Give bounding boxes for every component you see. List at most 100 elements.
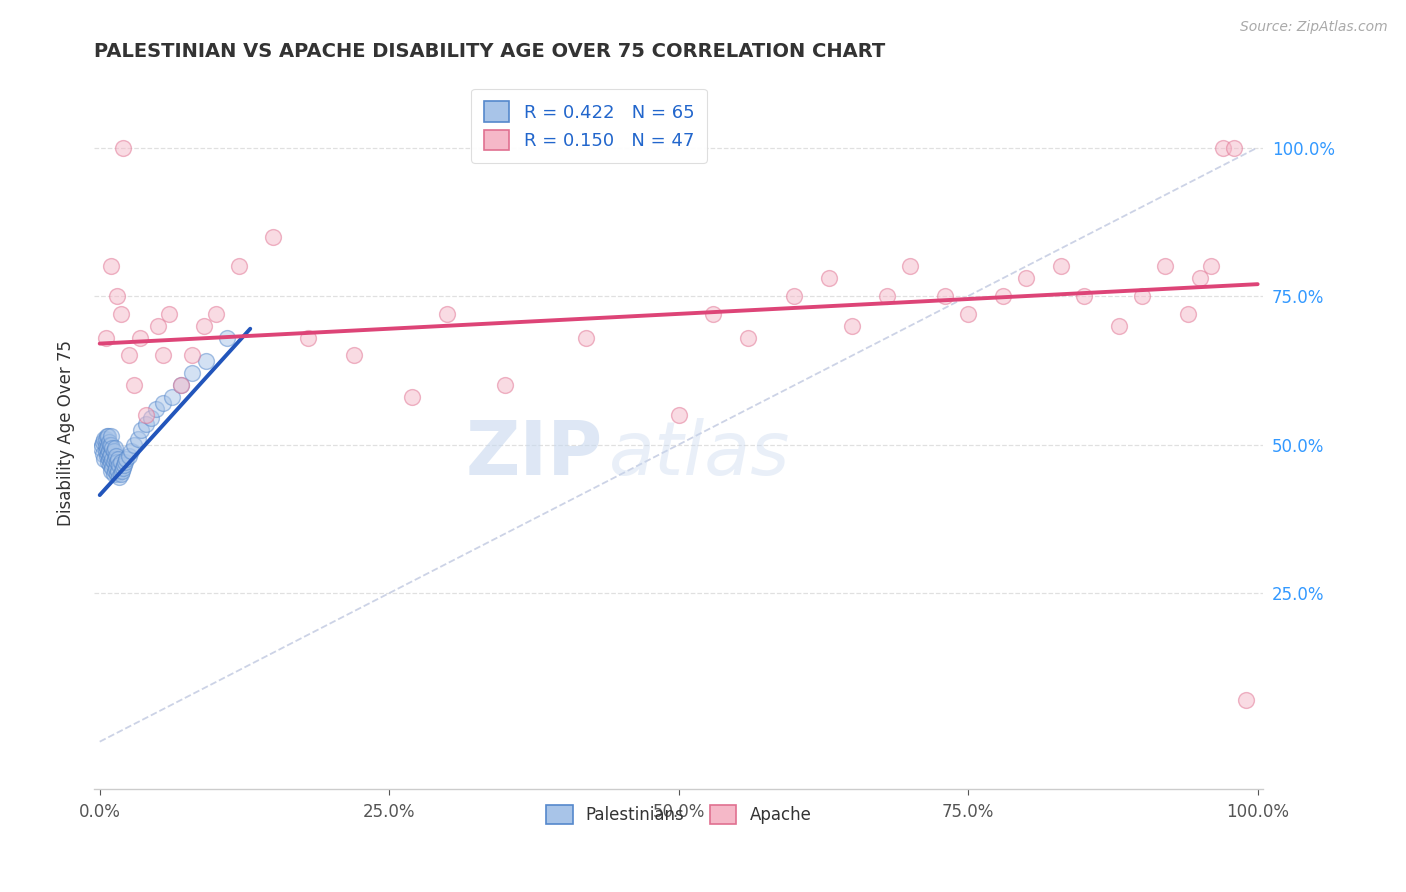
- Point: [127, 432, 149, 446]
- Point: [104, 441, 127, 455]
- Legend: Palestinians, Apache: Palestinians, Apache: [536, 795, 821, 834]
- Point: [105, 455, 128, 469]
- Point: [131, 423, 153, 437]
- Point: [96, 450, 118, 464]
- Point: [436, 307, 458, 321]
- Point: [94, 331, 117, 345]
- Point: [494, 378, 516, 392]
- Point: [115, 452, 138, 467]
- Point: [135, 408, 157, 422]
- Point: [170, 378, 193, 392]
- Point: [91, 437, 114, 451]
- Text: Source: ZipAtlas.com: Source: ZipAtlas.com: [1240, 20, 1388, 34]
- Point: [98, 458, 121, 473]
- Point: [97, 446, 120, 460]
- Point: [97, 437, 120, 451]
- Point: [108, 458, 131, 473]
- Point: [90, 441, 112, 455]
- Point: [1049, 260, 1071, 274]
- Point: [107, 464, 129, 478]
- Point: [93, 452, 115, 467]
- Point: [100, 455, 122, 469]
- Point: [146, 318, 169, 333]
- Text: ZIP: ZIP: [465, 417, 603, 491]
- Point: [91, 446, 114, 460]
- Point: [1188, 271, 1211, 285]
- Point: [818, 271, 841, 285]
- Point: [98, 434, 121, 449]
- Point: [105, 289, 128, 303]
- Point: [193, 318, 215, 333]
- Point: [160, 390, 183, 404]
- Point: [97, 428, 120, 442]
- Point: [94, 432, 117, 446]
- Point: [100, 464, 122, 478]
- Point: [100, 437, 122, 451]
- Point: [152, 396, 174, 410]
- Point: [991, 289, 1014, 303]
- Point: [91, 434, 114, 449]
- Point: [97, 455, 120, 469]
- Point: [104, 461, 127, 475]
- Point: [98, 443, 121, 458]
- Point: [103, 467, 125, 482]
- Point: [668, 408, 690, 422]
- Point: [135, 417, 157, 431]
- Point: [94, 443, 117, 458]
- Point: [108, 470, 131, 484]
- Point: [145, 401, 167, 416]
- Point: [170, 378, 193, 392]
- Point: [1177, 307, 1199, 321]
- Point: [1130, 289, 1153, 303]
- Point: [1108, 318, 1130, 333]
- Point: [98, 437, 121, 451]
- Text: atlas: atlas: [609, 418, 790, 490]
- Point: [107, 452, 129, 467]
- Point: [1234, 693, 1257, 707]
- Point: [783, 289, 806, 303]
- Point: [101, 461, 124, 475]
- Point: [96, 428, 118, 442]
- Point: [103, 443, 125, 458]
- Point: [1015, 271, 1038, 285]
- Point: [114, 455, 136, 469]
- Point: [1154, 260, 1177, 274]
- Point: [110, 307, 132, 321]
- Point: [1223, 140, 1246, 154]
- Point: [96, 441, 118, 455]
- Point: [157, 307, 180, 321]
- Point: [94, 437, 117, 451]
- Point: [111, 461, 134, 475]
- Point: [100, 446, 122, 460]
- Point: [297, 331, 319, 345]
- Point: [111, 464, 134, 478]
- Point: [124, 437, 146, 451]
- Point: [110, 455, 132, 469]
- Y-axis label: Disability Age Over 75: Disability Age Over 75: [58, 340, 75, 525]
- Point: [110, 467, 132, 482]
- Point: [841, 318, 863, 333]
- Point: [93, 432, 115, 446]
- Point: [262, 229, 284, 244]
- Point: [98, 452, 121, 467]
- Point: [898, 260, 921, 274]
- Point: [98, 450, 121, 464]
- Point: [1212, 140, 1234, 154]
- Point: [204, 307, 226, 321]
- Point: [100, 260, 122, 274]
- Point: [152, 349, 174, 363]
- Point: [575, 331, 598, 345]
- Point: [129, 331, 152, 345]
- Point: [934, 289, 956, 303]
- Point: [343, 349, 366, 363]
- Point: [112, 458, 135, 473]
- Point: [217, 331, 239, 345]
- Point: [111, 140, 134, 154]
- Point: [876, 289, 898, 303]
- Point: [1201, 260, 1223, 274]
- Point: [104, 464, 127, 478]
- Point: [103, 455, 125, 469]
- Point: [105, 467, 128, 482]
- Point: [737, 331, 759, 345]
- Point: [702, 307, 724, 321]
